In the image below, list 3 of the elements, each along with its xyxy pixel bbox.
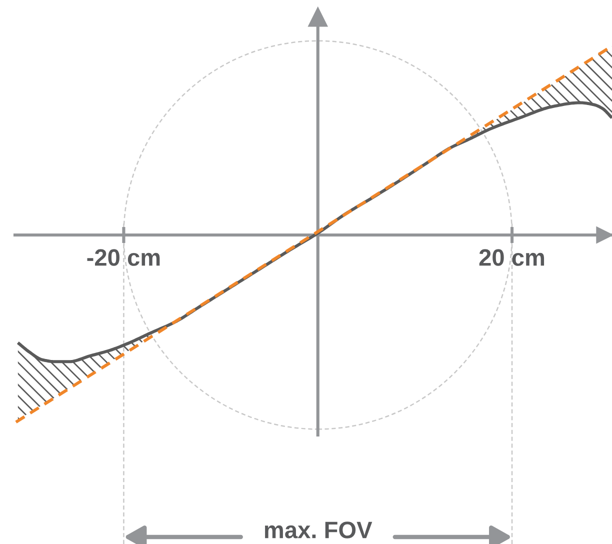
x-tick-label: -20 cm <box>87 249 160 266</box>
x-tick-label: 20 cm <box>479 249 544 266</box>
text: max. FOV <box>264 522 372 538</box>
